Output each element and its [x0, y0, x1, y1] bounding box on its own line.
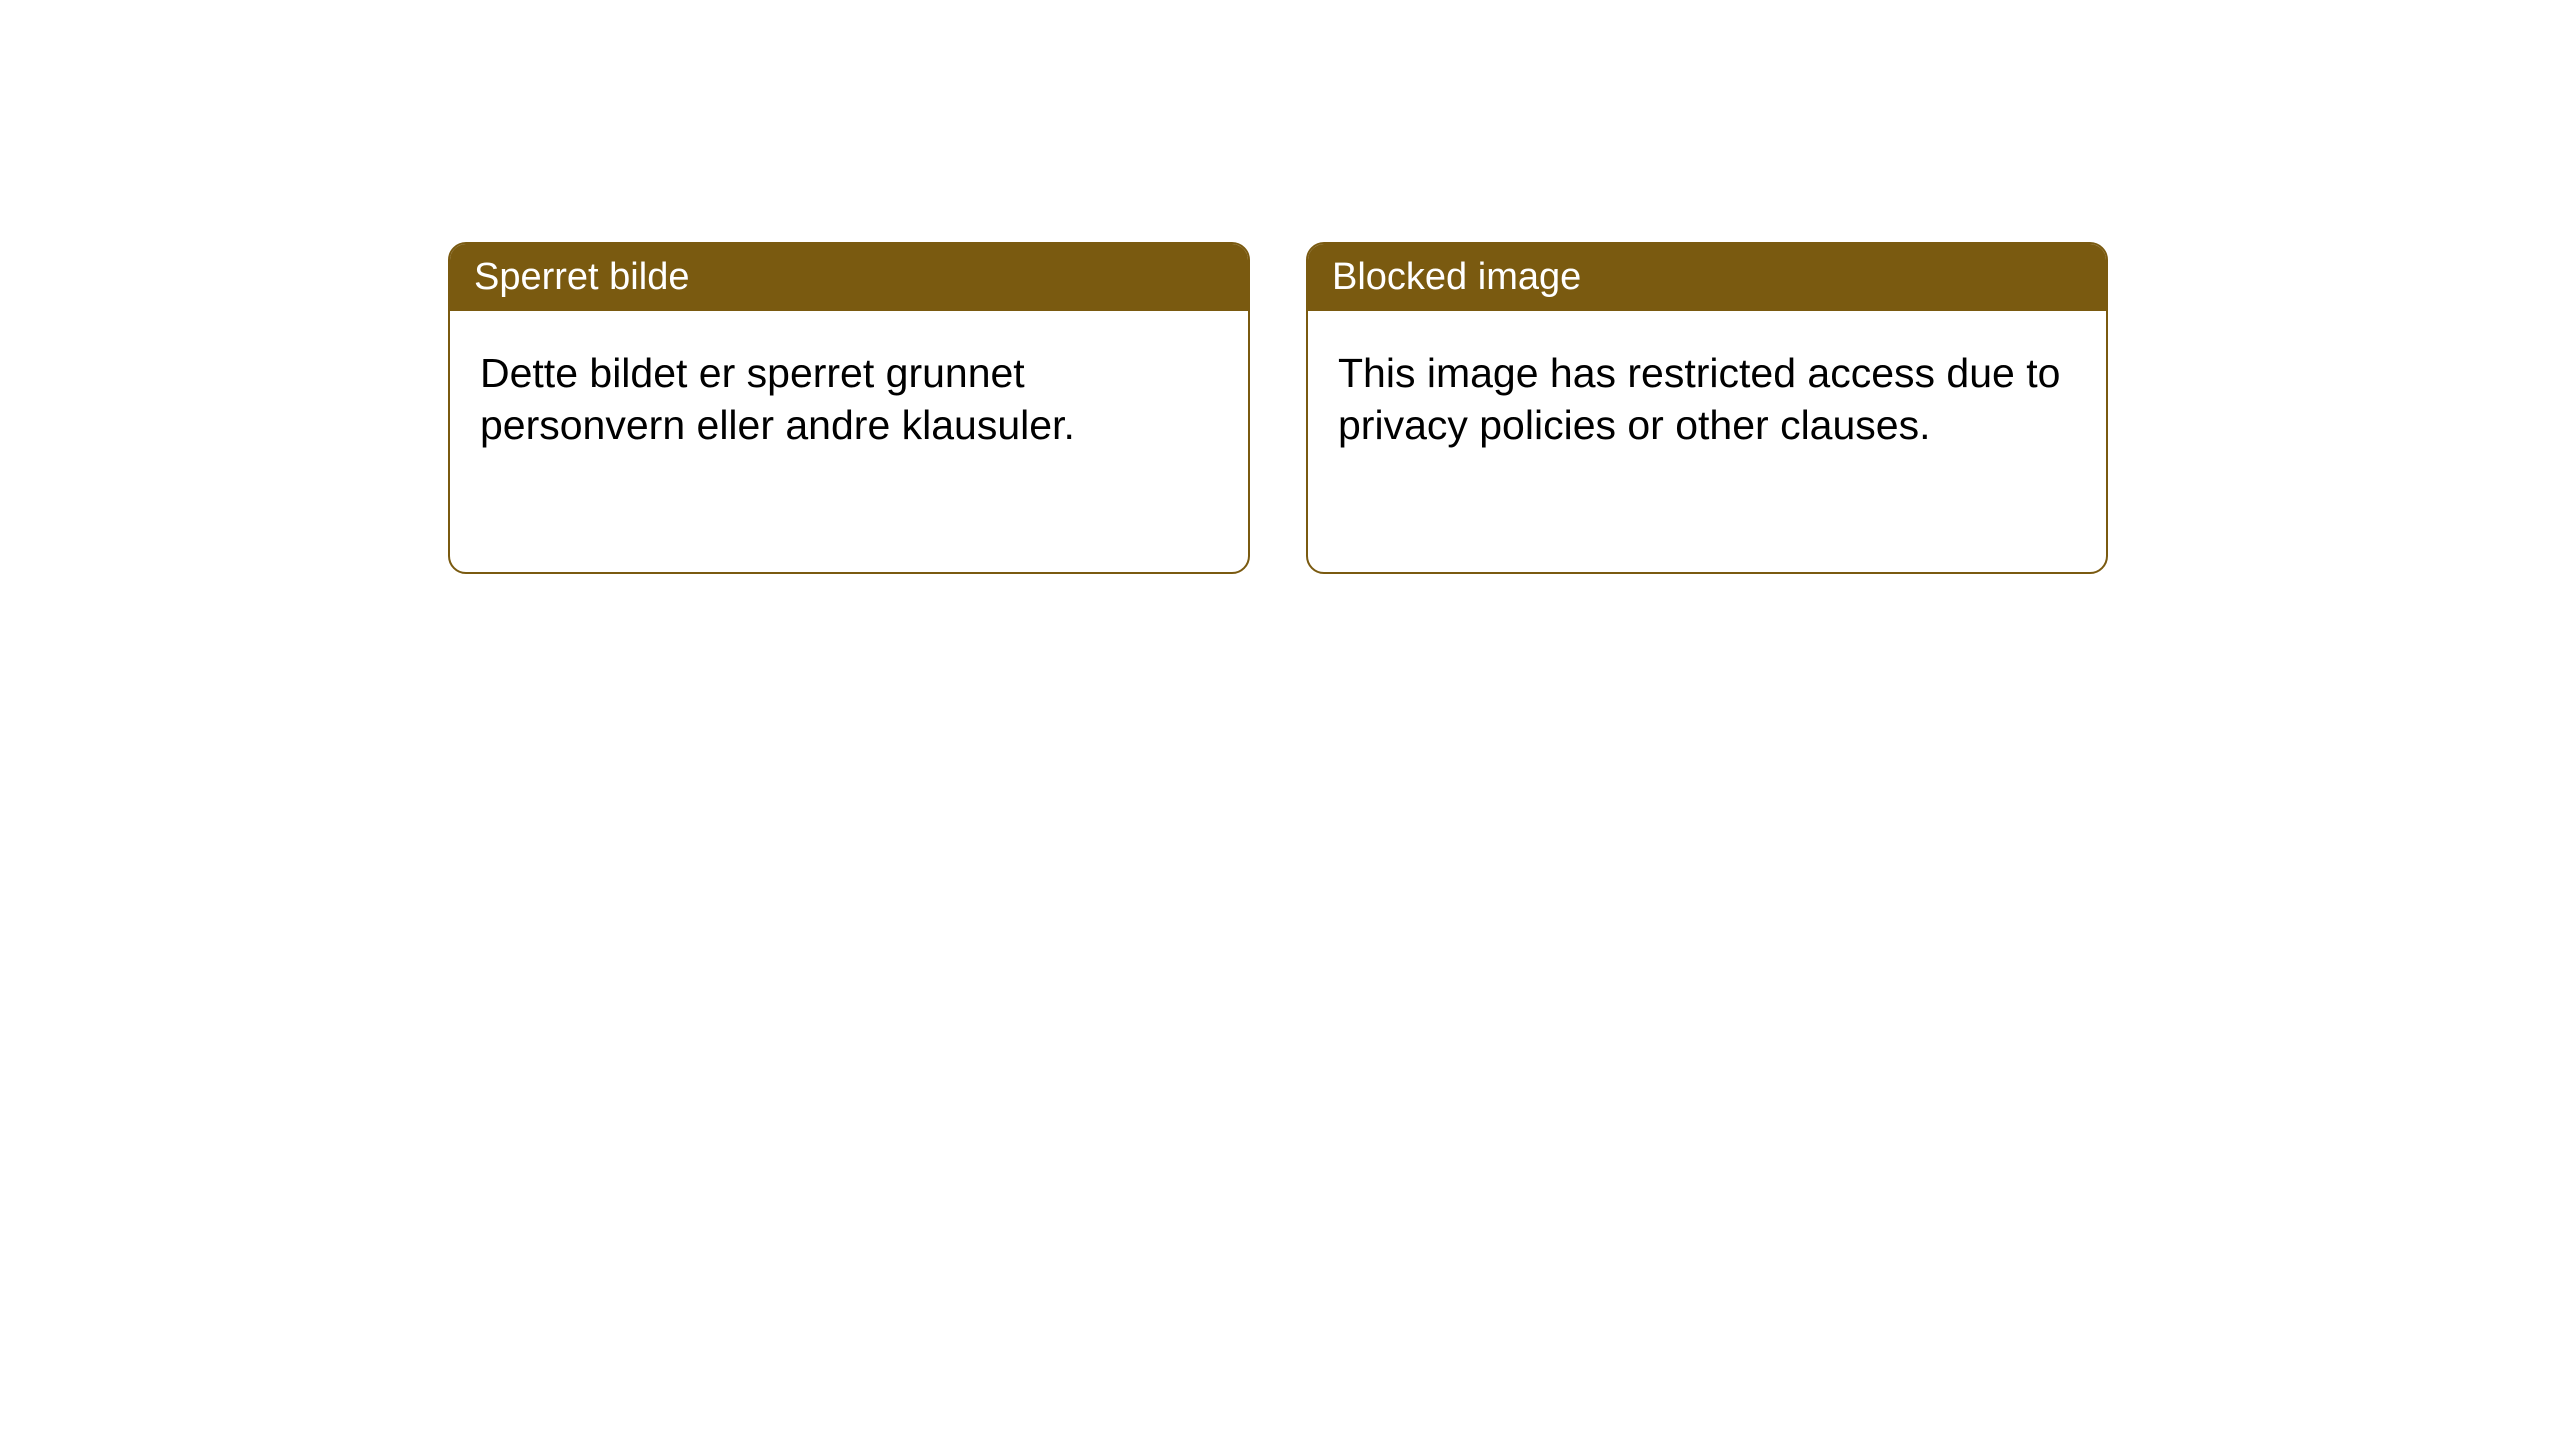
blocked-image-cards: Sperret bilde Dette bildet er sperret gr… [448, 242, 2108, 574]
card-title: Blocked image [1332, 256, 1581, 298]
card-body: Dette bildet er sperret grunnet personve… [450, 311, 1248, 488]
card-body: This image has restricted access due to … [1308, 311, 2106, 488]
card-header: Blocked image [1308, 244, 2106, 311]
info-card-english: Blocked image This image has restricted … [1306, 242, 2108, 574]
info-card-norwegian: Sperret bilde Dette bildet er sperret gr… [448, 242, 1250, 574]
card-message: This image has restricted access due to … [1338, 350, 2060, 448]
card-header: Sperret bilde [450, 244, 1248, 311]
card-message: Dette bildet er sperret grunnet personve… [480, 350, 1075, 448]
card-title: Sperret bilde [474, 256, 689, 298]
